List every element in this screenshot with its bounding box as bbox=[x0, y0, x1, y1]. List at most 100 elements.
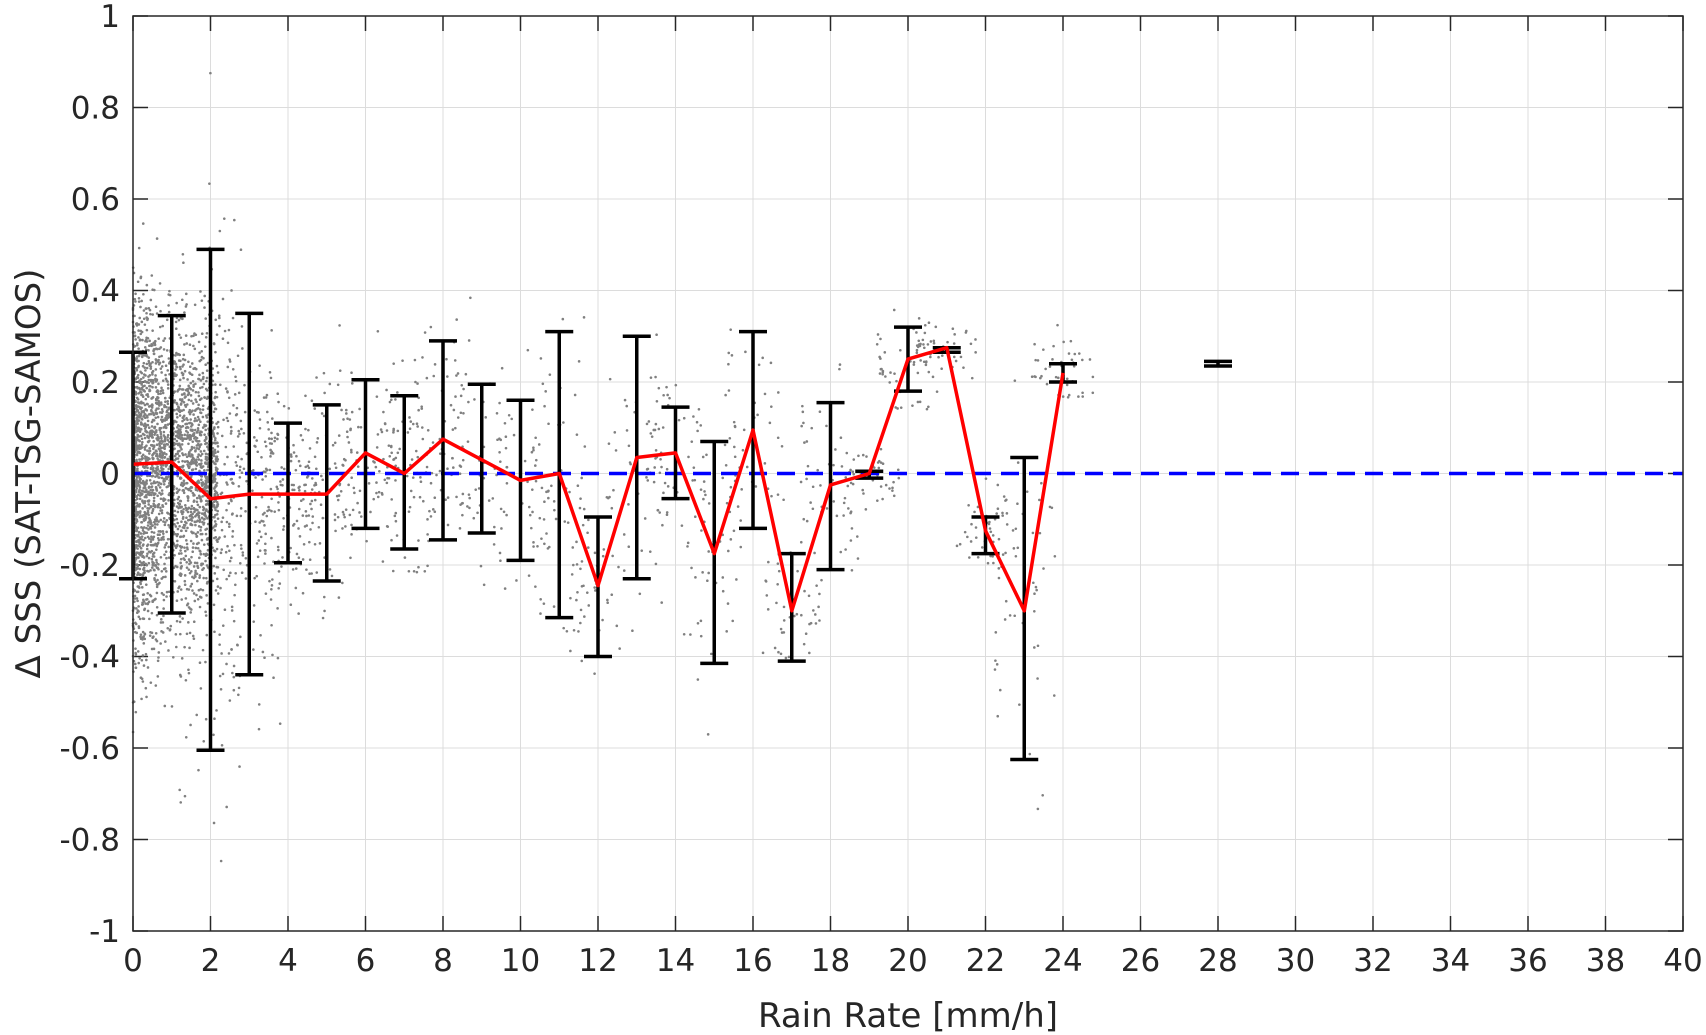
scatter-point bbox=[532, 541, 535, 544]
scatter-point bbox=[156, 494, 159, 498]
scatter-point bbox=[162, 532, 165, 535]
scatter-point bbox=[189, 394, 193, 397]
scatter-point bbox=[876, 499, 879, 502]
scatter-point bbox=[803, 589, 806, 593]
scatter-point bbox=[202, 543, 206, 546]
scatter-point bbox=[182, 491, 186, 495]
scatter-point bbox=[155, 585, 159, 589]
scatter-point bbox=[149, 404, 152, 408]
scatter-point bbox=[608, 377, 612, 381]
scatter-point bbox=[974, 526, 978, 529]
scatter-point bbox=[231, 316, 235, 320]
scatter-point bbox=[190, 399, 193, 403]
scatter-point bbox=[136, 418, 139, 421]
scatter-point bbox=[134, 403, 138, 407]
scatter-point bbox=[695, 420, 699, 424]
scatter-point bbox=[220, 743, 224, 747]
scatter-point bbox=[277, 501, 280, 504]
scatter-point bbox=[677, 418, 681, 422]
scatter-point bbox=[934, 325, 938, 329]
scatter-point bbox=[134, 393, 138, 396]
scatter-point bbox=[862, 492, 865, 495]
scatter-point bbox=[149, 380, 153, 383]
scatter-point bbox=[155, 429, 158, 432]
scatter-point bbox=[184, 292, 188, 296]
scatter-point bbox=[582, 584, 585, 588]
scatter-point bbox=[175, 599, 179, 602]
scatter-point bbox=[179, 561, 182, 565]
scatter-point bbox=[1025, 490, 1029, 493]
scatter-point bbox=[1016, 546, 1020, 550]
scatter-point bbox=[229, 571, 232, 575]
scatter-point bbox=[156, 659, 160, 663]
scatter-point bbox=[282, 517, 285, 520]
scatter-point bbox=[263, 549, 267, 552]
scatter-point bbox=[165, 410, 169, 414]
scatter-point bbox=[214, 508, 217, 512]
y-tick-label: -0.4 bbox=[60, 640, 121, 676]
scatter-point bbox=[666, 485, 670, 488]
scatter-point bbox=[192, 344, 195, 348]
scatter-point bbox=[158, 282, 162, 285]
scatter-point bbox=[333, 513, 337, 516]
scatter-point bbox=[1081, 358, 1084, 362]
scatter-point bbox=[159, 493, 163, 496]
scatter-point bbox=[160, 415, 164, 419]
scatter-point bbox=[185, 455, 189, 459]
scatter-point bbox=[158, 347, 161, 351]
scatter-point bbox=[952, 342, 956, 345]
scatter-point bbox=[225, 508, 228, 512]
scatter-point bbox=[195, 561, 199, 565]
scatter-point bbox=[655, 399, 659, 403]
scatter-point bbox=[146, 509, 150, 513]
scatter-point bbox=[270, 329, 273, 332]
scatter-point bbox=[849, 511, 852, 515]
scatter-point bbox=[212, 454, 216, 458]
scatter-point bbox=[699, 424, 703, 427]
scatter-point bbox=[196, 508, 199, 512]
scatter-point bbox=[144, 374, 147, 377]
scatter-point bbox=[1036, 807, 1040, 811]
scatter-point bbox=[217, 314, 221, 318]
scatter-point bbox=[423, 331, 427, 334]
scatter-point bbox=[1054, 375, 1058, 379]
scatter-point bbox=[174, 354, 177, 357]
scatter-point bbox=[919, 359, 922, 362]
scatter-point bbox=[204, 387, 208, 391]
scatter-point bbox=[150, 611, 154, 615]
scatter-point bbox=[280, 466, 283, 469]
scatter-point bbox=[593, 551, 597, 555]
scatter-point bbox=[709, 652, 713, 656]
scatter-point bbox=[177, 552, 181, 555]
scatter-point bbox=[696, 621, 700, 625]
scatter-point bbox=[413, 358, 417, 362]
scatter-point bbox=[467, 339, 471, 342]
scatter-point bbox=[973, 510, 976, 514]
scatter-point bbox=[195, 512, 199, 516]
scatter-point bbox=[301, 558, 305, 561]
scatter-point bbox=[205, 633, 209, 637]
scatter-point bbox=[149, 521, 153, 525]
scatter-point bbox=[150, 474, 154, 478]
scatter-point bbox=[205, 552, 208, 556]
scatter-point bbox=[226, 365, 230, 369]
scatter-point bbox=[793, 614, 796, 618]
scatter-point bbox=[498, 551, 502, 555]
scatter-point bbox=[553, 508, 556, 512]
scatter-point bbox=[206, 446, 210, 449]
scatter-point bbox=[183, 311, 186, 314]
scatter-point bbox=[267, 437, 271, 440]
scatter-point bbox=[137, 504, 141, 508]
scatter-point bbox=[239, 507, 243, 510]
scatter-point bbox=[915, 348, 919, 352]
scatter-point bbox=[987, 522, 991, 526]
scatter-point bbox=[134, 517, 138, 521]
scatter-point bbox=[228, 549, 231, 553]
scatter-point bbox=[177, 406, 181, 410]
scatter-point bbox=[349, 448, 353, 452]
scatter-point bbox=[894, 406, 897, 409]
scatter-point bbox=[149, 540, 153, 544]
scatter-point bbox=[308, 558, 312, 561]
scatter-point bbox=[687, 455, 690, 459]
scatter-point bbox=[143, 536, 147, 540]
